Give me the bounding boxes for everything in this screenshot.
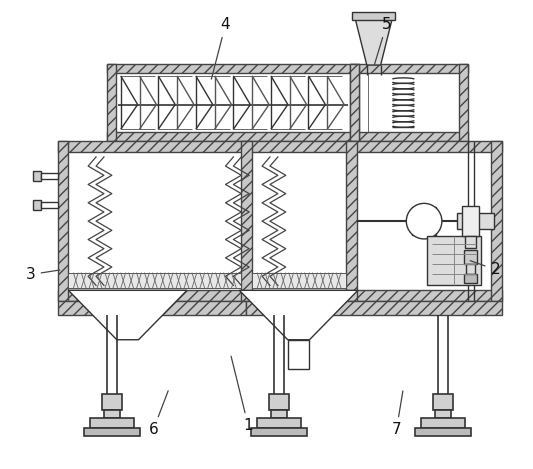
Bar bbox=[457, 213, 494, 229]
Bar bbox=[346, 141, 357, 301]
Bar bbox=[58, 301, 246, 315]
Bar bbox=[459, 64, 467, 141]
Bar bbox=[465, 236, 477, 248]
Bar bbox=[68, 272, 241, 288]
Bar bbox=[90, 418, 134, 428]
Polygon shape bbox=[355, 18, 392, 65]
Bar bbox=[68, 152, 491, 290]
Bar bbox=[466, 264, 475, 273]
Bar bbox=[41, 203, 59, 208]
Text: 3: 3 bbox=[26, 267, 60, 282]
Bar bbox=[368, 73, 459, 132]
Bar bbox=[257, 418, 301, 428]
Bar bbox=[246, 301, 502, 315]
Bar bbox=[33, 200, 41, 210]
Bar bbox=[33, 171, 41, 181]
Text: 2: 2 bbox=[470, 261, 500, 277]
Bar bbox=[421, 418, 465, 428]
Bar bbox=[352, 12, 395, 20]
Bar bbox=[251, 428, 306, 436]
Bar bbox=[427, 236, 481, 286]
Bar bbox=[350, 64, 359, 141]
Bar bbox=[107, 132, 359, 141]
Text: 4: 4 bbox=[212, 17, 230, 79]
Text: 5: 5 bbox=[375, 17, 391, 64]
Polygon shape bbox=[239, 290, 358, 340]
Bar bbox=[464, 250, 478, 264]
Bar bbox=[58, 141, 68, 301]
Bar bbox=[116, 73, 350, 132]
Bar bbox=[415, 428, 471, 436]
Bar bbox=[359, 132, 467, 141]
Bar bbox=[107, 64, 116, 141]
Bar bbox=[252, 272, 346, 288]
Bar bbox=[102, 394, 122, 410]
Bar bbox=[271, 410, 287, 418]
Text: 7: 7 bbox=[392, 391, 403, 437]
Bar bbox=[359, 64, 467, 73]
Bar bbox=[104, 410, 120, 418]
Bar bbox=[288, 340, 310, 370]
Circle shape bbox=[406, 204, 442, 239]
Bar bbox=[58, 141, 502, 152]
Bar bbox=[462, 206, 480, 236]
Bar bbox=[107, 64, 359, 73]
Bar bbox=[269, 394, 289, 410]
Bar bbox=[350, 64, 359, 141]
Bar bbox=[412, 207, 436, 235]
Bar bbox=[464, 273, 478, 283]
Text: 6: 6 bbox=[149, 391, 168, 437]
Bar bbox=[435, 410, 451, 418]
Bar bbox=[84, 428, 140, 436]
Bar bbox=[433, 394, 453, 410]
Bar bbox=[491, 141, 502, 301]
Bar bbox=[41, 173, 59, 179]
Polygon shape bbox=[68, 290, 187, 340]
Text: 1: 1 bbox=[231, 356, 253, 433]
Bar bbox=[241, 141, 252, 301]
Bar bbox=[58, 290, 502, 301]
